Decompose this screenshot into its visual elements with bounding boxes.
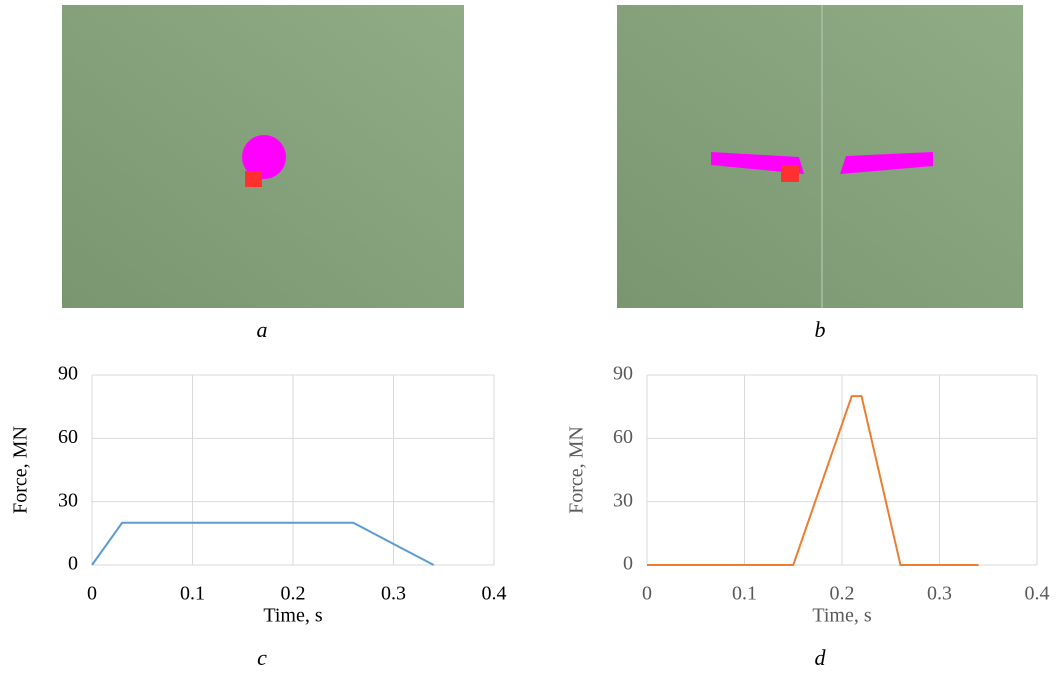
y-tick-label: 60 <box>58 426 78 448</box>
y-tick-label: 0 <box>68 553 78 575</box>
y-axis-title: Force, MN <box>10 426 32 514</box>
x-tick-label: 0.2 <box>830 583 855 605</box>
y-tick-label: 30 <box>613 489 633 511</box>
caption: c <box>257 645 267 670</box>
caption: a <box>257 317 268 342</box>
caption: b <box>815 317 826 342</box>
y-tick-label: 90 <box>613 363 633 385</box>
panel-a-image <box>62 5 464 308</box>
y-tick-label: 60 <box>613 426 633 448</box>
x-axis-title: Time, s <box>263 605 323 627</box>
x-tick-label: 0.1 <box>732 583 757 605</box>
y-axis-title: Force, MN <box>566 426 588 514</box>
data-line <box>91 521 435 566</box>
x-tick-label: 0.3 <box>381 583 406 605</box>
panel-b-image <box>617 5 1023 308</box>
x-axis-title: Time, s <box>812 605 872 627</box>
x-tick-label: 0 <box>87 583 97 605</box>
x-tick-label: 0.4 <box>1025 583 1050 605</box>
x-tick-label: 0.3 <box>927 583 952 605</box>
x-tick-label: 0.2 <box>281 583 306 605</box>
x-tick-label: 0.4 <box>482 583 507 605</box>
y-tick-label: 30 <box>58 489 78 511</box>
y-tick-label: 0 <box>623 553 633 575</box>
caption: d <box>815 645 827 670</box>
x-tick-label: 0 <box>642 583 652 605</box>
x-tick-label: 0.1 <box>180 583 205 605</box>
y-tick-label: 90 <box>58 363 78 385</box>
data-line <box>647 395 979 566</box>
